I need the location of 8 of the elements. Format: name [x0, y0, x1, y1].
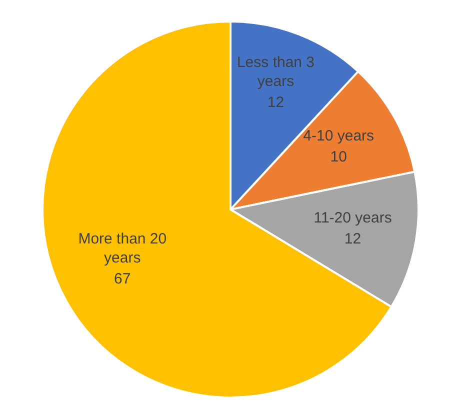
- slice-label: 4-10 years: [303, 128, 374, 145]
- slice-label: 11-20 years: [314, 210, 392, 227]
- data-label: 67: [114, 270, 131, 288]
- data-label: 10: [330, 148, 347, 166]
- slice-label: More than 20 years: [78, 230, 167, 266]
- data-label: 12: [267, 94, 284, 111]
- data-label: 12: [344, 230, 362, 248]
- slice-label: Less than 3 years: [236, 54, 315, 90]
